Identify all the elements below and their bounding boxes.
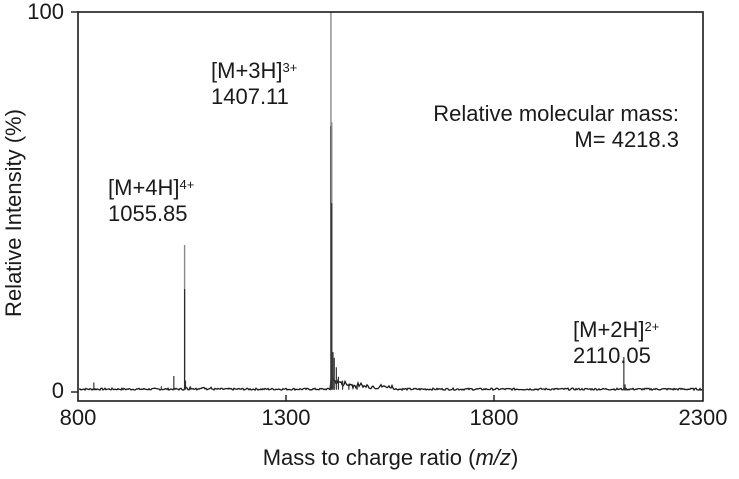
spectrum-trace xyxy=(78,12,703,392)
note-value: M= 4218.3 xyxy=(574,127,679,152)
annotation-ion: [M+3H] xyxy=(211,58,283,83)
annotation-charge: 2+ xyxy=(644,319,660,334)
x-tick-label-2300: 2300 xyxy=(678,405,728,430)
y-tick-label-100: 100 xyxy=(27,0,64,24)
annotation-charge: 3+ xyxy=(282,60,298,75)
molecular-mass-note: Relative molecular mass: M= 4218.3 xyxy=(433,101,679,153)
x-tick-label-800: 800 xyxy=(59,405,97,430)
annotation-ion: [M+4H] xyxy=(108,175,180,200)
x-axis-label: Mass to charge ratio (m/z) xyxy=(0,445,739,471)
note-title: Relative molecular mass: xyxy=(433,101,679,126)
annotation-ion: [M+2H] xyxy=(573,317,645,342)
annotation-m2h: [M+2H]2+ 2110.05 xyxy=(573,317,659,369)
x-axis-label-unit: m/z xyxy=(475,445,511,470)
annotation-mz: 1055.85 xyxy=(108,201,188,226)
y-axis-label: Relative Intensity (%) xyxy=(1,109,26,317)
x-tick-label-1800: 1800 xyxy=(469,405,519,430)
annotation-charge: 4+ xyxy=(179,177,195,192)
annotation-m3h: [M+3H]3+ 1407.11 xyxy=(211,58,297,110)
annotation-m4h: [M+4H]4+ 1055.85 xyxy=(108,175,194,227)
plot-frame xyxy=(77,11,704,402)
y-tick-label-0: 0 xyxy=(51,378,64,403)
x-axis-label-main: Mass to charge ratio ( xyxy=(262,445,476,470)
x-axis-label-close: ) xyxy=(510,445,519,470)
spectrum-baseline xyxy=(78,377,703,392)
annotation-mz: 1407.11 xyxy=(211,84,289,109)
annotation-mz: 2110.05 xyxy=(573,343,651,368)
x-tick-label-1300: 1300 xyxy=(261,405,311,430)
